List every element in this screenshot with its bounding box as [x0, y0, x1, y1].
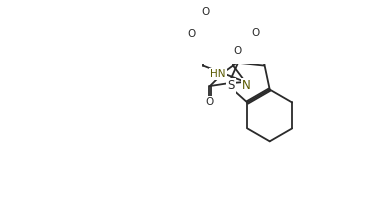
Text: N: N — [242, 79, 250, 92]
Text: O: O — [251, 28, 259, 38]
Text: O: O — [234, 46, 242, 56]
Text: HN: HN — [210, 69, 226, 79]
Text: O: O — [201, 7, 210, 17]
Text: O: O — [188, 29, 196, 39]
Text: O: O — [206, 97, 214, 107]
Text: S: S — [227, 79, 235, 92]
